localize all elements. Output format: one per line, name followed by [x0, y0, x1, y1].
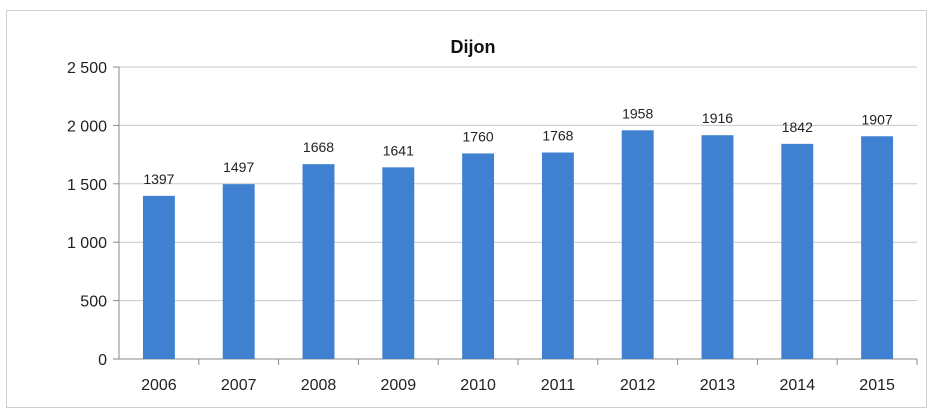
data-label-2006: 1397	[143, 171, 174, 187]
bar-2015	[861, 136, 894, 359]
x-tick-label-2008: 2008	[301, 377, 337, 394]
bar-2007	[222, 184, 255, 359]
y-tick-label: 1 000	[67, 235, 107, 252]
x-tick-label-2014: 2014	[780, 377, 816, 394]
data-label-2014: 1842	[782, 119, 813, 135]
y-tick-label: 2 500	[67, 60, 107, 77]
x-tick-label-2010: 2010	[460, 377, 496, 394]
y-tick-label: 500	[80, 294, 107, 311]
data-label-2007: 1497	[223, 159, 254, 175]
bar-2011	[541, 152, 574, 359]
chart-title: Dijon	[451, 37, 496, 57]
x-tick-label-2011: 2011	[541, 377, 576, 394]
bar-2013	[701, 135, 734, 359]
y-tick-label: 2 000	[67, 118, 107, 135]
chart-frame: Dijon 1397 1497 1668 1641 1760 1768 1958 1916 18…	[6, 10, 927, 408]
bar-2012	[621, 130, 654, 359]
bars	[142, 130, 894, 359]
data-label-2012: 1958	[622, 105, 653, 121]
y-tick-label: 0	[98, 352, 107, 369]
data-label-2011: 1768	[542, 127, 573, 143]
x-tick-label-2009: 2009	[381, 377, 417, 394]
y-tick-label: 1 500	[67, 177, 107, 194]
bar-chart: Dijon 1397 1497 1668 1641 1760 1768 1958 1916 18…	[67, 37, 918, 394]
tick-labels: 0 500 1 000 1 500 2 000 2 500 2006 2007 2008 2009…	[67, 60, 895, 394]
bar-2014	[781, 143, 814, 359]
data-label-2013: 1916	[702, 110, 733, 126]
x-tick-label-2012: 2012	[620, 377, 656, 394]
data-label-2009: 1641	[383, 142, 414, 158]
data-labels: 1397 1497 1668 1641 1760 1768 1958 1916 1842 1907	[143, 105, 893, 187]
x-tick-label-2013: 2013	[700, 377, 736, 394]
bar-2010	[462, 153, 495, 359]
data-label-2008: 1668	[303, 139, 334, 155]
bar-2008	[302, 164, 335, 359]
data-label-2010: 1760	[463, 128, 494, 144]
bar-2009	[382, 167, 415, 359]
data-label-2015: 1907	[862, 111, 893, 127]
x-tick-label-2007: 2007	[221, 377, 257, 394]
bar-2006	[142, 195, 175, 359]
x-tick-label-2015: 2015	[859, 377, 895, 394]
x-tick-label-2006: 2006	[141, 377, 177, 394]
